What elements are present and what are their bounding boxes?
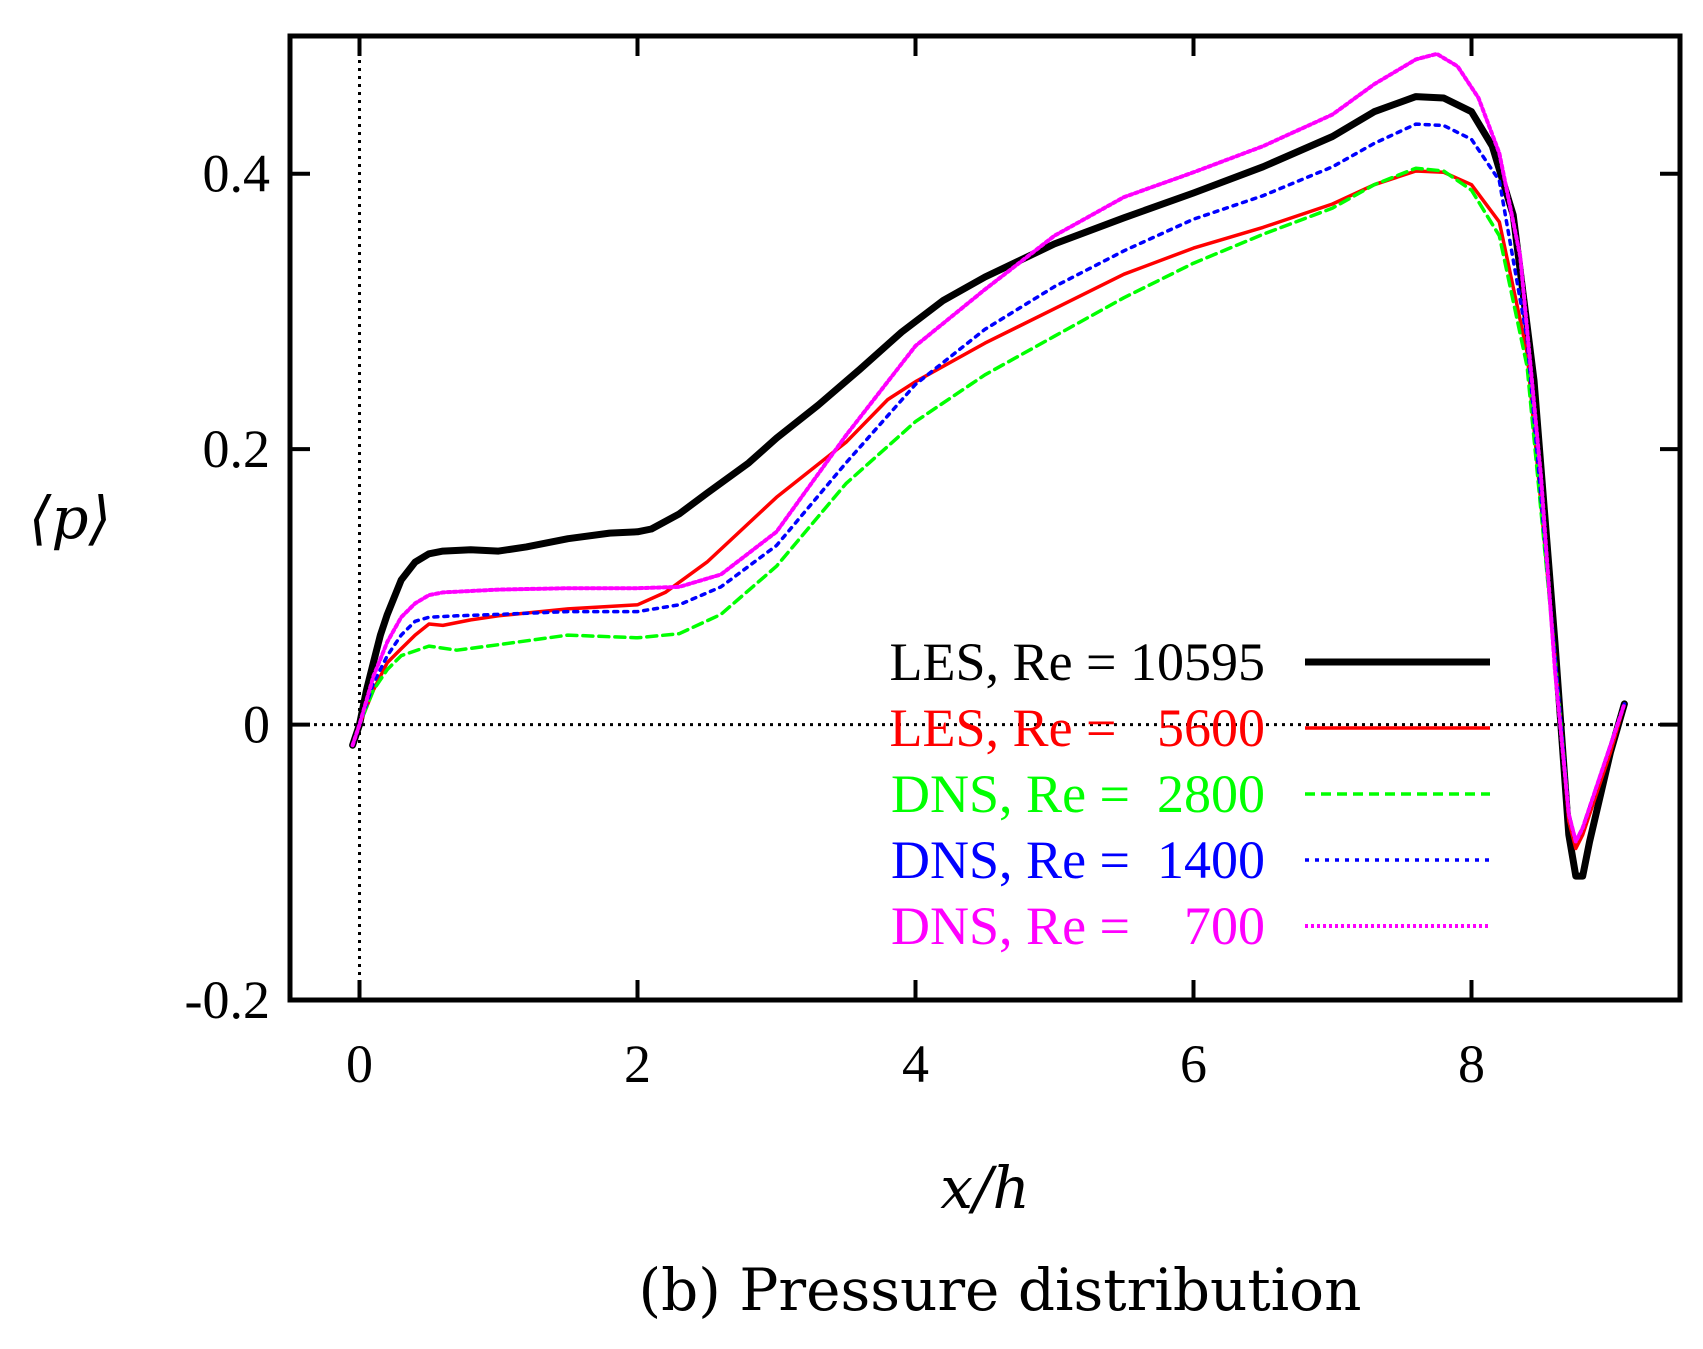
x-tick-label: 0 [346,1034,373,1094]
reference-lines [290,36,1680,1000]
legend-label-2: LES, Re = 5600 [890,698,1265,758]
x-tick-label: 6 [1180,1034,1207,1094]
series-lines [349,51,1628,880]
series-line-1 [349,93,1628,880]
y-tick-label: 0.2 [203,419,271,479]
legend-label-5: DNS, Re = 700 [891,896,1265,956]
y-tick-label: 0 [243,695,270,755]
legend-label-1: LES, Re = 10595 [890,632,1265,692]
legend-label-3: DNS, Re = 2800 [891,764,1265,824]
legend-label-4: DNS, Re = 1400 [891,830,1265,890]
series-line-5 [350,51,1627,844]
x-tick-label: 2 [624,1034,651,1094]
x-tick-label: 4 [902,1034,929,1094]
x-tick-label: 8 [1458,1034,1485,1094]
y-tick-label: -0.2 [185,970,270,1030]
plot-border [287,33,1683,1003]
plot-frame [287,33,1683,1003]
y-tick-label: 0.4 [203,144,271,204]
x-axis-label: x/h [940,1154,1030,1222]
axis-ticks: 0 2 4 6 8 -0.2 0 0.2 0.4 [185,36,1680,1094]
figure-caption: (b) Pressure distribution [639,1256,1362,1324]
y-axis-label: ⟨p⟩ [29,484,111,552]
